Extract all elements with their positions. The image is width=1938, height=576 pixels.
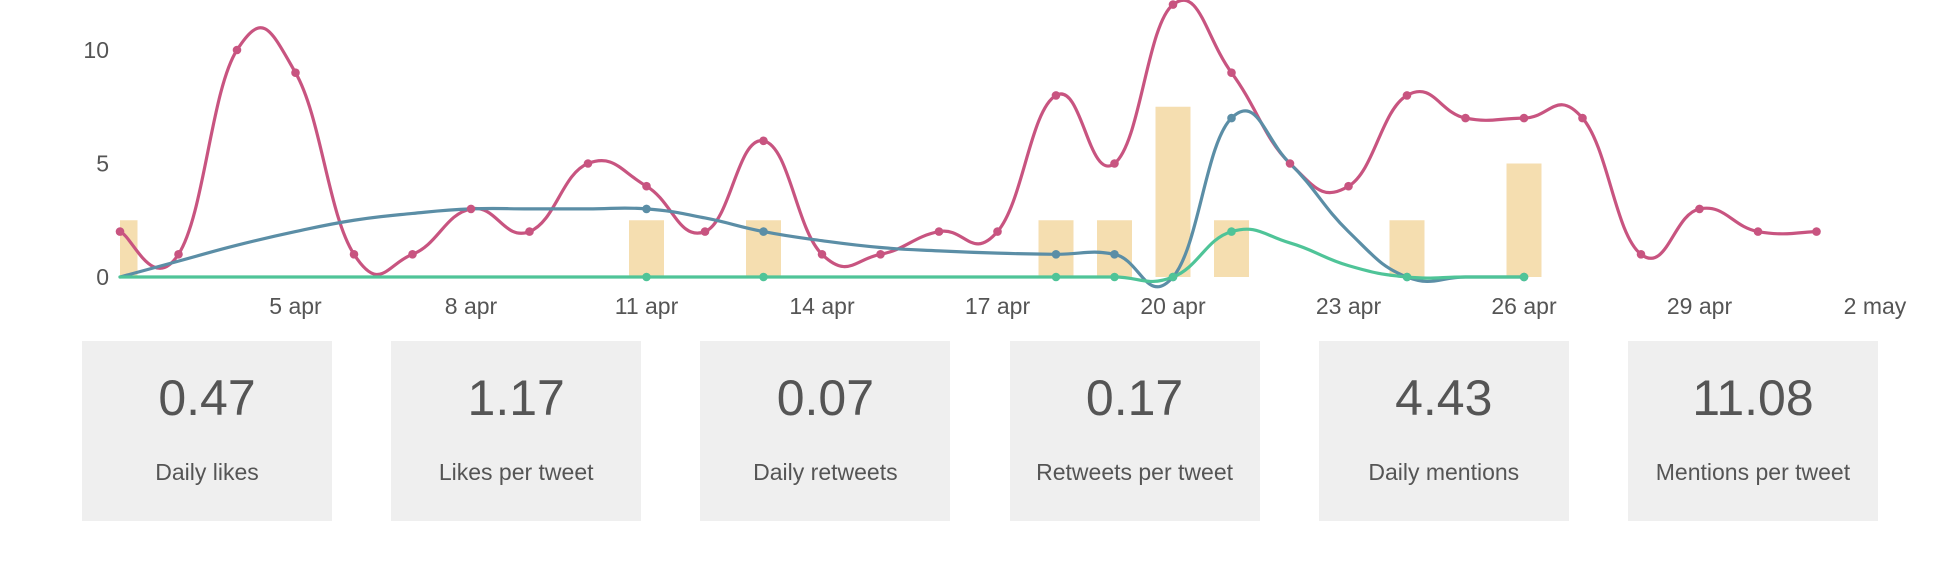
stat-label: Retweets per tweet xyxy=(1036,459,1233,485)
data-point xyxy=(642,272,651,282)
data-point xyxy=(349,250,359,259)
x-tick-label: 26 apr xyxy=(1491,293,1557,319)
data-point xyxy=(1110,159,1119,168)
bars-layer xyxy=(120,106,1542,277)
y-tick-label: 5 xyxy=(96,151,109,177)
stat-label: Mentions per tweet xyxy=(1655,459,1851,485)
data-point xyxy=(934,227,944,236)
x-tick-label: 8 apr xyxy=(445,293,498,319)
data-point xyxy=(1402,91,1412,100)
stat-label: Likes per tweet xyxy=(438,459,594,485)
y-tick-label: 10 xyxy=(83,37,109,63)
data-point xyxy=(115,227,125,236)
stat-card-daily-retweets: 0.07 Daily retweets xyxy=(700,341,951,521)
x-tick-label: 20 apr xyxy=(1140,293,1206,319)
data-point xyxy=(1812,227,1821,236)
markers-layer xyxy=(115,0,1821,282)
data-point xyxy=(876,250,885,259)
stat-card-daily-mentions: 4.43 Daily mentions xyxy=(1318,341,1569,521)
stat-label: Daily retweets xyxy=(753,459,898,485)
stat-value: 4.43 xyxy=(1395,370,1493,426)
data-point xyxy=(1227,113,1236,123)
data-point xyxy=(1402,272,1412,282)
data-point xyxy=(700,227,710,236)
data-point xyxy=(1695,204,1704,214)
data-point xyxy=(759,272,768,282)
data-point xyxy=(1168,272,1178,282)
data-point xyxy=(1753,227,1763,236)
data-point xyxy=(759,227,768,236)
data-point xyxy=(642,181,651,191)
data-point xyxy=(759,136,768,146)
stats-row: 0.47 Daily likes 1.17 Likes per tweet 0.… xyxy=(82,341,1878,521)
bar xyxy=(1038,220,1074,277)
activity-chart: 0 5 10 5 apr 8 apr 11 apr 14 apr 17 apr 20 apr 2… xyxy=(83,0,1907,319)
data-point xyxy=(1110,272,1119,282)
bar xyxy=(1389,220,1425,277)
x-tick-label: 5 apr xyxy=(269,293,322,319)
data-point xyxy=(408,250,417,259)
data-point xyxy=(1227,227,1236,236)
data-point xyxy=(1051,91,1061,100)
y-axis: 0 5 10 xyxy=(83,37,109,290)
x-tick-label: 14 apr xyxy=(789,293,855,319)
series-line xyxy=(118,0,1819,277)
data-point xyxy=(232,45,242,55)
data-point xyxy=(1227,68,1236,77)
data-point xyxy=(1051,250,1061,259)
data-point xyxy=(525,227,534,236)
x-tick-label: 2 may xyxy=(1844,293,1907,319)
data-point xyxy=(1344,181,1353,191)
data-point xyxy=(1285,159,1295,168)
series-line xyxy=(118,109,1526,289)
stat-card-likes-per-tweet: 1.17 Likes per tweet xyxy=(391,341,642,521)
stat-value: 0.47 xyxy=(158,370,256,426)
data-point xyxy=(174,250,183,259)
data-point xyxy=(1519,113,1529,123)
data-point xyxy=(1168,0,1178,9)
data-point xyxy=(1636,250,1646,259)
data-point xyxy=(466,204,476,214)
stat-label: Daily mentions xyxy=(1368,459,1520,485)
x-tick-label: 23 apr xyxy=(1316,293,1382,319)
data-point xyxy=(583,159,593,168)
bar xyxy=(1097,220,1132,277)
data-point xyxy=(642,204,651,214)
stat-value: 0.07 xyxy=(776,370,875,426)
bar xyxy=(1506,163,1542,277)
stat-label: Daily likes xyxy=(155,459,259,485)
stat-value: 1.17 xyxy=(467,370,565,426)
series-line xyxy=(118,227,1526,284)
bar xyxy=(629,220,664,277)
y-tick-label: 0 xyxy=(96,264,109,290)
x-tick-label: 17 apr xyxy=(965,293,1031,319)
stat-value: 0.17 xyxy=(1085,370,1184,426)
data-point xyxy=(1051,272,1061,282)
stat-card-mentions-per-tweet: 11.08 Mentions per tweet xyxy=(1627,341,1878,521)
stat-value: 11.08 xyxy=(1692,370,1814,426)
data-point xyxy=(1461,113,1470,123)
stat-card-daily-likes: 0.47 Daily likes xyxy=(82,341,332,521)
lines-layer xyxy=(118,0,1819,289)
x-axis: 5 apr 8 apr 11 apr 14 apr 17 apr 20 apr 23 apr… xyxy=(269,293,1907,319)
x-tick-label: 11 apr xyxy=(615,293,679,319)
data-point xyxy=(817,250,827,259)
x-tick-label: 29 apr xyxy=(1667,293,1733,319)
data-point xyxy=(1519,272,1529,282)
data-point xyxy=(291,68,300,77)
data-point xyxy=(993,227,1002,236)
data-point xyxy=(1578,113,1587,123)
data-point xyxy=(1110,250,1119,259)
bar xyxy=(1155,106,1191,277)
stat-card-retweets-per-tweet: 0.17 Retweets per tweet xyxy=(1009,341,1260,521)
